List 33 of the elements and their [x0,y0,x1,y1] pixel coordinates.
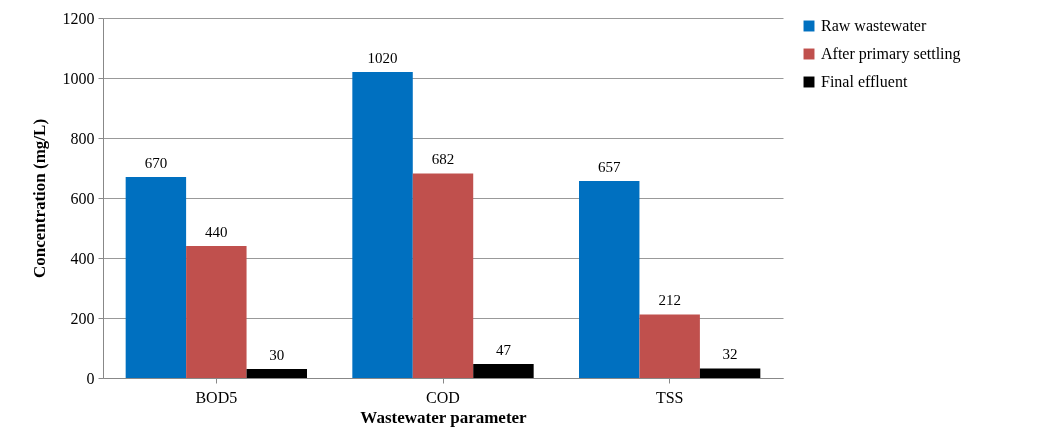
y-tick-label: 1000 [62,69,95,87]
bar [579,180,640,378]
data-label: 32 [722,346,738,363]
bar [412,173,474,378]
bar [639,314,700,378]
y-axis-title: Concentration (mg/L) [29,118,49,279]
bar [699,368,761,378]
data-label: 682 [431,151,455,168]
y-tick-label: 400 [70,249,95,267]
data-label: 47 [495,341,512,358]
x-tick-label: COD [426,388,460,406]
data-label: 212 [658,292,681,309]
legend-label: Raw wastewater [821,17,927,34]
data-label: 1020 [367,50,398,66]
y-tick-label: 0 [86,369,95,387]
data-label: 440 [205,224,228,240]
bar [473,363,534,378]
x-tick-label: TSS [655,388,684,406]
data-label: 30 [269,347,285,363]
bar [125,177,187,378]
data-label: 657 [597,158,621,175]
data-label: 670 [144,155,168,171]
bar [186,246,247,378]
y-tick-label: 800 [70,129,95,147]
bar [246,369,307,378]
y-tick-label: 200 [70,309,95,327]
y-tick-label: 600 [70,189,95,207]
legend-label: After primary settling [821,45,961,63]
bar [352,72,413,378]
y-tick-label: 1200 [62,9,95,27]
x-axis-title: Wastewater parameter [360,407,528,427]
x-tick-label: BOD5 [195,388,238,406]
legend-label: Final effluent [821,73,908,90]
